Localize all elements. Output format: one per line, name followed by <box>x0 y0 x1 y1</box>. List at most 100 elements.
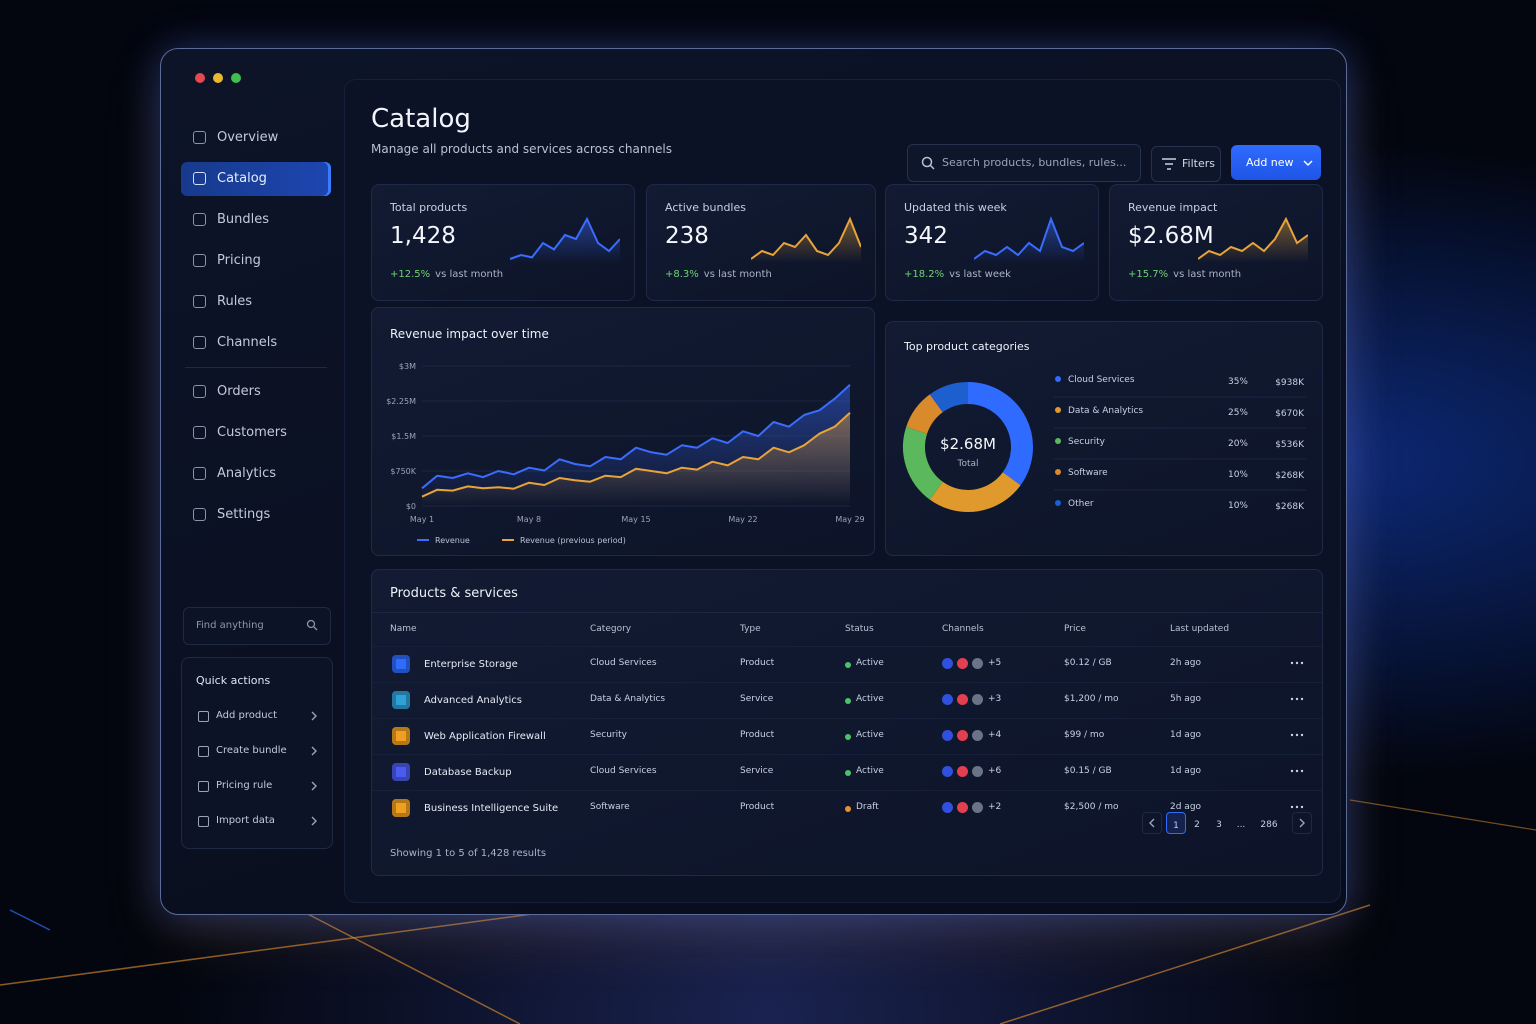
legend-label: Other <box>1068 499 1094 509</box>
table-row[interactable]: Business Intelligence Suite Software Produ… <box>372 790 1322 827</box>
app-window: Catalog Manage all products and services… <box>160 48 1347 915</box>
quick-action[interactable]: Add product <box>188 702 326 730</box>
table-row[interactable]: Web Application Firewall Security Product A… <box>372 718 1322 755</box>
sidebar-search[interactable]: Find anything <box>183 607 331 645</box>
filters-button[interactable]: Filters <box>1151 146 1221 182</box>
table-row[interactable]: Database Backup Cloud Services Service Acti… <box>372 754 1322 791</box>
channel-icon <box>972 766 983 777</box>
chart-title: Top product categories <box>903 340 1030 353</box>
channel-icon <box>942 730 953 741</box>
nav-icon <box>193 254 206 267</box>
nav-item[interactable]: Pricing <box>181 244 331 278</box>
search-placeholder: Search products, bundles, rules... <box>942 156 1127 169</box>
nav-icon <box>193 213 206 226</box>
quick-action[interactable]: Create bundle <box>188 737 326 765</box>
kpi-note: vs last month <box>1173 269 1242 280</box>
add-new-button[interactable]: Add new <box>1231 145 1321 180</box>
nav-icon <box>193 426 206 439</box>
cell-type: Service <box>740 766 774 776</box>
nav-icon <box>193 508 206 521</box>
kpi-value: 1,428 <box>390 223 456 249</box>
nav-item[interactable]: Orders <box>181 375 331 409</box>
nav-item[interactable]: Settings <box>181 498 331 532</box>
filters-label: Filters <box>1182 157 1215 170</box>
nav-item[interactable]: Bundles <box>181 203 331 237</box>
cell-name: Business Intelligence Suite <box>424 803 559 814</box>
floor-line <box>999 904 1371 1024</box>
line-chart: Revenue impact over time $0 $750K $1.5M $2.2… <box>386 327 864 545</box>
nav-item[interactable]: Analytics <box>181 457 331 491</box>
kpi-note: vs last month <box>435 269 504 280</box>
nav-icon <box>193 385 206 398</box>
table-title: Products & services <box>390 586 518 601</box>
quick-action[interactable]: Pricing rule <box>188 772 326 800</box>
x-tick-label: May 22 <box>728 515 757 524</box>
search-icon <box>306 619 318 631</box>
page-next[interactable] <box>1292 812 1312 834</box>
cell-updated: 5h ago <box>1170 694 1202 704</box>
nav-item[interactable]: Rules <box>181 285 331 319</box>
nav-item[interactable]: Overview <box>181 121 331 155</box>
search-box[interactable]: Search products, bundles, rules... <box>907 144 1141 182</box>
page-button[interactable]: 3 <box>1210 812 1228 832</box>
cell-type: Product <box>740 802 775 812</box>
table-row[interactable]: Advanced Analytics Data & Analytics Servic… <box>372 682 1322 719</box>
legend-amount: $536K <box>1275 440 1305 450</box>
legend-percent: 35% <box>1228 377 1248 387</box>
table-footer: Showing 1 to 5 of 1,428 results <box>390 848 547 859</box>
quick-action[interactable]: Import data <box>188 807 326 835</box>
page-label: 2 <box>1194 820 1200 830</box>
chevron-line <box>311 711 317 721</box>
chart-title: Revenue impact over time <box>390 327 549 341</box>
cell-category: Data & Analytics <box>590 694 666 704</box>
donut-chart: Top product categories Cloud Services 35% $… <box>903 340 1306 512</box>
window-dot <box>231 73 241 83</box>
floor-line <box>9 909 51 931</box>
legend-label: Cloud Services <box>1068 375 1135 385</box>
nav-item[interactable]: Channels <box>181 326 331 360</box>
floor-line <box>1349 799 1536 831</box>
page-prev[interactable] <box>1142 812 1162 834</box>
x-tick-label: May 8 <box>517 515 541 524</box>
kpi-change: +15.7% <box>1128 269 1169 280</box>
y-tick-label: $1.5M <box>391 432 416 441</box>
cell-price: $0.15 / GB <box>1064 766 1112 776</box>
page-button[interactable]: 1 <box>1166 812 1186 834</box>
nav-item[interactable]: Customers <box>181 416 331 450</box>
status-dot <box>845 662 851 668</box>
quick-action-icon <box>198 711 209 722</box>
nav-icon <box>193 467 206 480</box>
status-dot <box>845 770 851 776</box>
row-icon <box>392 691 410 709</box>
column-header: Name <box>390 624 417 634</box>
cell-status: Draft <box>856 802 879 812</box>
kpi-change-row: +15.7% vs last month <box>1128 269 1241 280</box>
page-label: ... <box>1236 820 1246 830</box>
page-button[interactable]: ... <box>1232 812 1250 832</box>
more-dot <box>1295 697 1299 701</box>
x-tick-label: May 15 <box>621 515 650 524</box>
page-button[interactable]: 2 <box>1188 812 1206 832</box>
table-row[interactable]: Enterprise Storage Cloud Services Product A… <box>372 646 1322 683</box>
chart-card: Top product categories Cloud Services 35% $… <box>885 321 1323 556</box>
cell-channels-more: +6 <box>988 766 1002 776</box>
page-button[interactable]: 286 <box>1260 812 1278 832</box>
column-header: Last updated <box>1170 624 1230 634</box>
more-dot <box>1300 733 1304 737</box>
donut-segment <box>929 471 1021 512</box>
legend-amount: $268K <box>1275 502 1305 512</box>
cell-type: Product <box>740 658 775 668</box>
kpi-label: Active bundles <box>665 201 746 214</box>
channel-icon <box>957 658 968 669</box>
nav-label: Pricing <box>217 253 261 268</box>
cell-price: $1,200 / mo <box>1064 694 1119 704</box>
kpi-change: +8.3% <box>665 269 699 280</box>
more-dot <box>1295 733 1299 737</box>
donut-segment <box>929 382 969 413</box>
kpi-change-row: +12.5% vs last month <box>390 269 503 280</box>
series-line <box>421 383 851 490</box>
cell-channels-more: +3 <box>988 694 1002 704</box>
status-dot <box>845 806 851 812</box>
cell-updated: 1d ago <box>1170 730 1202 740</box>
nav-item[interactable]: Catalog <box>181 162 331 196</box>
